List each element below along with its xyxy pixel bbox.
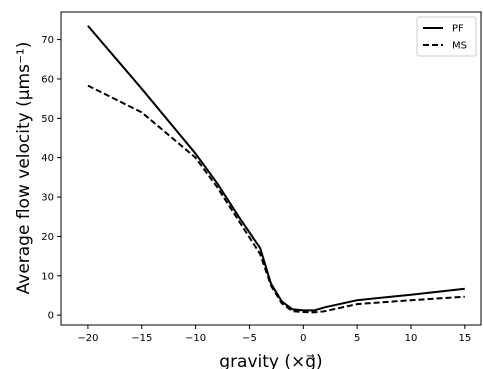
y-tick-label: 0	[48, 311, 54, 322]
legend-label-pf: PF	[452, 24, 464, 35]
legend-box	[416, 16, 477, 57]
legend: PF MS	[416, 16, 477, 57]
y-tick-label: 20	[41, 232, 54, 243]
series-layer	[87, 25, 465, 314]
y-tick-label: 70	[41, 35, 54, 46]
x-tick-label: 0	[300, 333, 306, 344]
x-tick-label: 5	[354, 333, 360, 344]
plot-frame	[60, 11, 482, 326]
series-line-ms	[87, 84, 465, 314]
x-tick-label: −15	[131, 333, 152, 344]
x-tick-label: 10	[405, 333, 418, 344]
y-tick-label: 40	[41, 153, 54, 164]
legend-label-ms: MS	[452, 41, 467, 52]
y-axis-ticks: 0 10 20 30 40 50 60 70	[41, 35, 61, 322]
x-tick-label: −10	[185, 333, 206, 344]
y-tick-label: 60	[41, 74, 54, 85]
x-tick-label: 15	[458, 333, 471, 344]
y-tick-label: 10	[41, 271, 54, 282]
x-axis-title: gravity (×g⃗)	[219, 352, 322, 369]
y-axis-title: Average flow velocity (μms⁻¹)	[14, 42, 34, 295]
x-tick-label: −5	[242, 333, 257, 344]
series-line-pf	[87, 25, 465, 312]
x-axis-ticks: −20 −15 −10 −5 0 5 10 15	[77, 325, 471, 344]
x-tick-label: −20	[77, 333, 98, 344]
y-tick-label: 30	[41, 193, 54, 204]
y-tick-label: 50	[41, 114, 54, 125]
